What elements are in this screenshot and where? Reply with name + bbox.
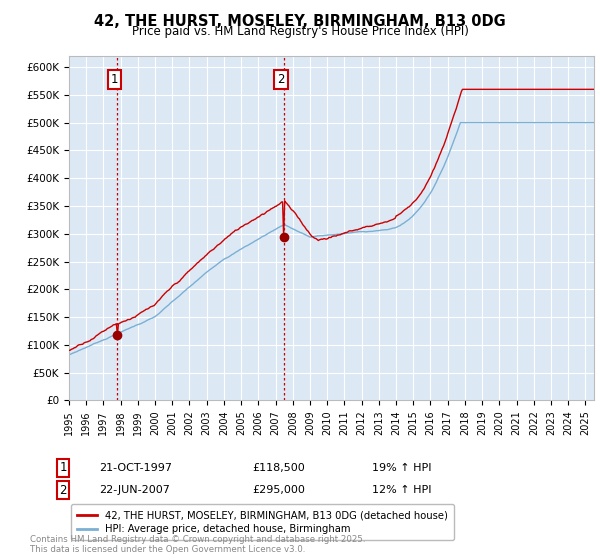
- Text: 22-JUN-2007: 22-JUN-2007: [99, 485, 170, 495]
- Text: 1: 1: [59, 461, 67, 474]
- Text: Contains HM Land Registry data © Crown copyright and database right 2025.
This d: Contains HM Land Registry data © Crown c…: [30, 535, 365, 554]
- Text: 42, THE HURST, MOSELEY, BIRMINGHAM, B13 0DG: 42, THE HURST, MOSELEY, BIRMINGHAM, B13 …: [94, 14, 506, 29]
- Text: 2: 2: [277, 73, 285, 86]
- Text: 2: 2: [59, 483, 67, 497]
- Text: £295,000: £295,000: [252, 485, 305, 495]
- Text: 21-OCT-1997: 21-OCT-1997: [99, 463, 172, 473]
- Legend: 42, THE HURST, MOSELEY, BIRMINGHAM, B13 0DG (detached house), HPI: Average price: 42, THE HURST, MOSELEY, BIRMINGHAM, B13 …: [71, 504, 454, 540]
- Text: 19% ↑ HPI: 19% ↑ HPI: [372, 463, 431, 473]
- Text: Price paid vs. HM Land Registry's House Price Index (HPI): Price paid vs. HM Land Registry's House …: [131, 25, 469, 38]
- Text: 1: 1: [111, 73, 119, 86]
- Text: 12% ↑ HPI: 12% ↑ HPI: [372, 485, 431, 495]
- Text: £118,500: £118,500: [252, 463, 305, 473]
